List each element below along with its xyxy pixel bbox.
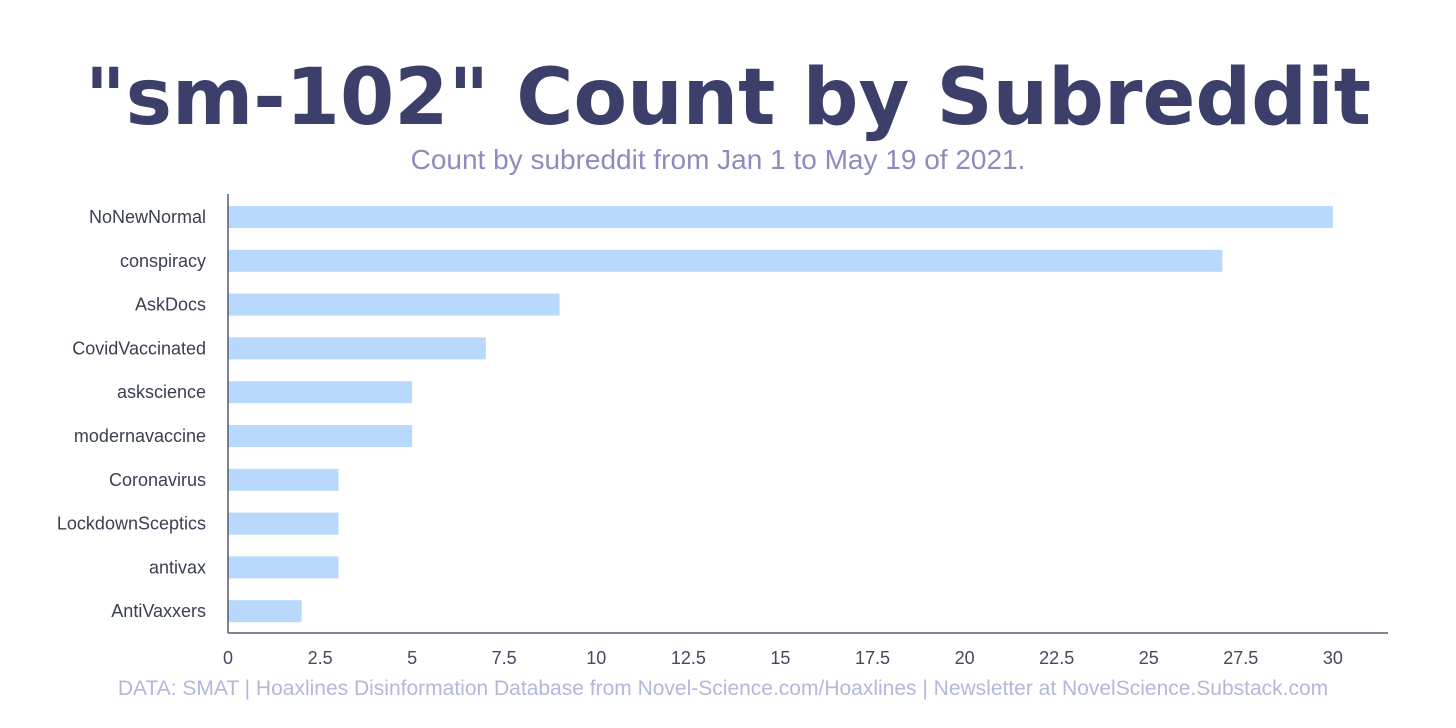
x-tick-label: 15 <box>770 648 790 668</box>
x-tick-label: 5 <box>407 648 417 668</box>
bar-LockdownSceptics <box>228 512 339 535</box>
category-labels: NoNewNormal conspiracy AskDocs CovidVaccina… <box>57 207 206 621</box>
x-tick-label: 27.5 <box>1223 648 1258 668</box>
category-label: AntiVaxxers <box>111 601 206 621</box>
x-tick-label: 10 <box>586 648 606 668</box>
x-tick-label: 0 <box>223 648 233 668</box>
x-tick-label: 12.5 <box>671 648 706 668</box>
category-label: LockdownSceptics <box>57 514 206 534</box>
bar-AskDocs <box>228 293 560 316</box>
category-label: modernavaccine <box>74 426 206 446</box>
bar-askscience <box>228 381 413 404</box>
chart-title: "sm-102" Count by Subreddit <box>84 53 1372 143</box>
x-tick-label: 17.5 <box>855 648 890 668</box>
bar-NoNewNormal <box>228 206 1333 228</box>
bar-Coronavirus <box>228 468 339 491</box>
bars-layer <box>228 206 1333 623</box>
x-tick-label: 2.5 <box>308 648 333 668</box>
x-tick-label: 22.5 <box>1039 648 1074 668</box>
bar-antivax <box>228 556 339 579</box>
x-tick-label: 7.5 <box>492 648 517 668</box>
category-label: Coronavirus <box>109 470 206 490</box>
bar-AntiVaxxers <box>228 600 302 623</box>
category-label: askscience <box>117 382 206 402</box>
chart-subtitle: Count by subreddit from Jan 1 to May 19 … <box>410 144 1026 175</box>
x-tick-labels: 0 2.5 5 7.5 10 12.5 15 17.5 20 22.5 25 27.5 30 <box>223 648 1343 668</box>
category-label: NoNewNormal <box>89 207 206 227</box>
category-label: conspiracy <box>120 251 206 271</box>
x-tick-label: 30 <box>1323 648 1343 668</box>
category-label: antivax <box>149 557 206 577</box>
category-label: AskDocs <box>135 295 206 315</box>
x-tick-label: 25 <box>1139 648 1159 668</box>
x-tick-label: 20 <box>955 648 975 668</box>
bar-modernavaccine <box>228 425 413 447</box>
data-source-footer: DATA: SMAT | Hoaxlines Disinformation Da… <box>117 677 1329 700</box>
bar-conspiracy <box>228 249 1223 272</box>
axes <box>227 194 1388 634</box>
category-label: CovidVaccinated <box>72 338 206 358</box>
bar-CovidVaccinated <box>228 337 486 360</box>
